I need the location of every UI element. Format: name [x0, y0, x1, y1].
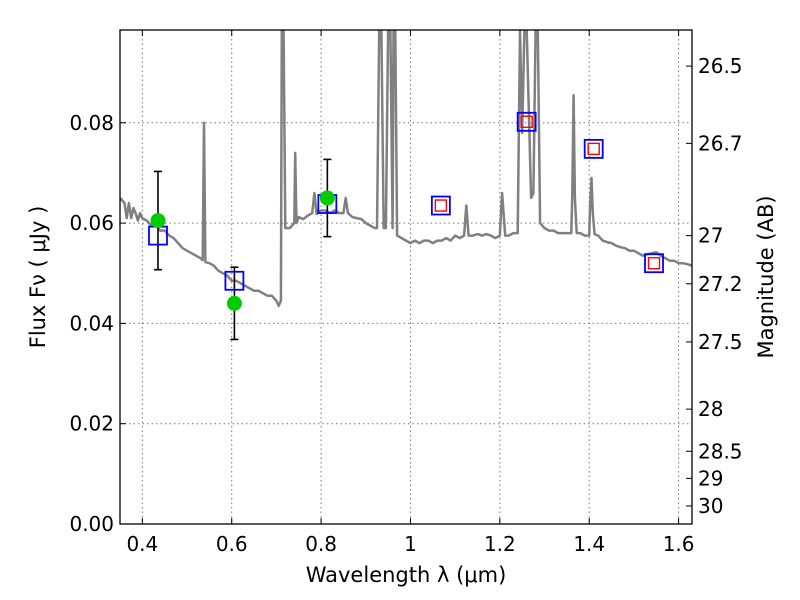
right-tick-label: 29	[698, 466, 723, 490]
model-spectrum-line	[120, 30, 692, 308]
observed-flux-point	[319, 190, 335, 206]
upper-limit-point	[647, 257, 661, 270]
observed-flux-point	[150, 213, 166, 229]
right-tick-label: 28.5	[698, 439, 743, 463]
right-axis-label: Magnitude (AB)	[754, 195, 778, 358]
model-photometry-point	[516, 111, 537, 132]
upper-limit-point	[520, 115, 533, 128]
model-photometry-point	[430, 195, 451, 216]
x-tick-label: 1.4	[573, 532, 605, 556]
right-tick-label: 30	[698, 494, 723, 518]
axis-ticks: 0.4 0.6 0.8 1 1.2 1.4 1.6 0.00 0.02 0.04 0.06 0.08 2…	[69, 30, 743, 556]
right-tick-label: 26.5	[698, 54, 743, 78]
y-axis-label: Flux Fν ( μJy )	[26, 206, 50, 349]
y-tick-label: 0.06	[69, 211, 114, 235]
plot-area	[120, 30, 692, 341]
x-tick-label: 1	[404, 532, 417, 556]
y-tick-label: 0.02	[69, 412, 114, 436]
right-tick-label: 27	[698, 224, 723, 248]
model-photometry-point	[583, 138, 604, 159]
right-tick-label: 27.2	[698, 272, 743, 296]
x-tick-label: 0.4	[126, 532, 158, 556]
model-photometry-point	[224, 270, 245, 291]
x-tick-label: 0.6	[216, 532, 248, 556]
y-tick-label: 0.08	[69, 111, 114, 135]
x-axis-label: Wavelength λ (μm)	[306, 563, 507, 587]
plot-frame	[119, 29, 693, 525]
y-tick-label: 0.04	[69, 311, 114, 335]
upper-limit-point	[587, 142, 600, 156]
x-tick-label: 1.2	[484, 532, 516, 556]
upper-limit-point	[434, 199, 448, 212]
observed-flux-point	[226, 295, 242, 311]
right-tick-label: 26.7	[698, 131, 743, 155]
right-tick-label: 28	[698, 397, 723, 421]
x-tick-label: 0.8	[305, 532, 337, 556]
y-tick-label: 0.00	[69, 512, 114, 536]
gridlines	[120, 30, 692, 525]
right-tick-label: 27.5	[698, 330, 743, 354]
model-photometry-point	[644, 253, 664, 274]
x-tick-label: 1.6	[663, 532, 695, 556]
